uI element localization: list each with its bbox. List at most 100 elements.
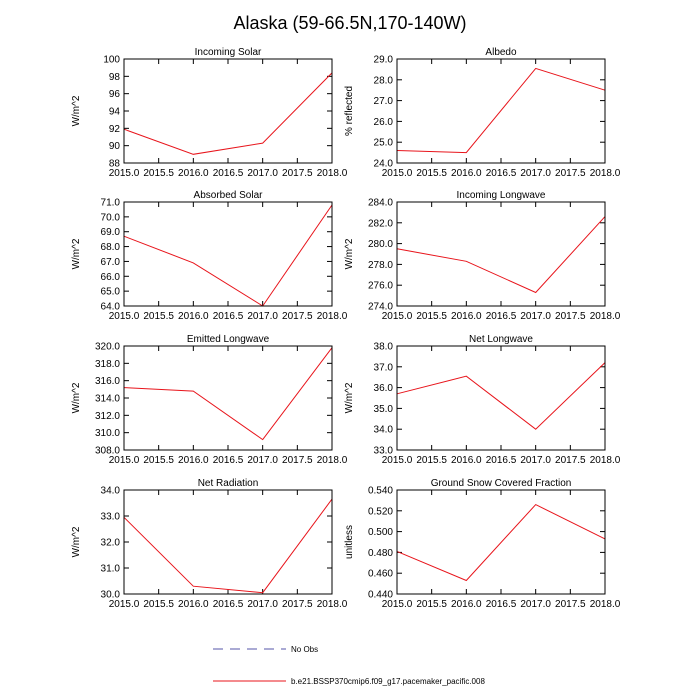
y-tick-label: 35.0 [374, 404, 394, 415]
x-tick-label: 2017.0 [520, 455, 551, 466]
plot-frame [123, 345, 333, 451]
panel-incoming-solar: Incoming Solar W/m^2 88 90 92 94 96 98 100 2015.0… [71, 47, 348, 179]
panel-absorbed-solar: Absorbed Solar W/m^2 64.0 65.0 66.0 67.0 68.0 6… [71, 190, 348, 322]
panel-title: Ground Snow Covered Fraction [431, 478, 572, 489]
panel-title: Incoming Solar [195, 47, 262, 58]
y-tick-label: 98 [109, 72, 121, 83]
x-tick-label: 2017.5 [282, 599, 313, 610]
series-line [123, 72, 333, 155]
y-tick-label: 92 [109, 124, 121, 135]
y-tick-label: 28.0 [374, 75, 394, 86]
x-tick-label: 2015.0 [109, 455, 140, 466]
panel-ground-snow-covered-fraction: Ground Snow Covered Fraction unitless 0.44… [344, 478, 621, 610]
y-tick-label: 71.0 [101, 198, 121, 209]
panel-title: Albedo [485, 47, 517, 58]
x-tick-label: 2015.5 [416, 599, 447, 610]
y-tick-label: 0.480 [368, 548, 393, 559]
x-tick-label: 2018.0 [317, 168, 348, 179]
y-tick-label: 310.0 [95, 428, 120, 439]
x-tick-label: 2015.5 [143, 599, 174, 610]
y-axis-label: W/m^2 [71, 95, 82, 126]
y-tick-label: 70.0 [101, 212, 121, 223]
y-tick-label: 34.0 [374, 425, 394, 436]
x-tick-label: 2018.0 [317, 311, 348, 322]
panel-net-radiation: Net Radiation W/m^2 30.0 31.0 32.0 33.0 34.0 20… [71, 478, 348, 610]
y-tick-label: 67.0 [101, 257, 121, 268]
x-tick-label: 2015.5 [143, 455, 174, 466]
y-tick-label: 66.0 [101, 272, 121, 283]
x-tick-label: 2015.0 [382, 311, 413, 322]
y-tick-label: 38.0 [374, 342, 394, 353]
legend-model-label: b.e21.BSSP370cmip6.f09_g17.pacemaker_pac… [291, 677, 485, 686]
x-tick-label: 2017.0 [247, 599, 278, 610]
panel-title: Absorbed Solar [194, 190, 264, 201]
panel-emitted-longwave: Emitted Longwave W/m^2 308.0 310.0 312.0 314.… [71, 334, 348, 466]
y-tick-label: 31.0 [101, 564, 121, 575]
x-tick-label: 2018.0 [590, 168, 621, 179]
x-tick-label: 2016.0 [451, 599, 482, 610]
x-tick-label: 2015.5 [143, 311, 174, 322]
y-tick-label: 0.520 [368, 506, 393, 517]
series-line [123, 347, 333, 441]
y-tick-label: 100 [103, 55, 120, 66]
x-tick-label: 2018.0 [590, 311, 621, 322]
plot-frame [396, 58, 606, 164]
x-tick-label: 2017.5 [555, 168, 586, 179]
x-tick-label: 2016.0 [451, 455, 482, 466]
x-tick-label: 2016.5 [486, 599, 517, 610]
y-axis-label: W/m^2 [344, 238, 355, 269]
series-line [396, 67, 606, 154]
x-tick-label: 2016.5 [213, 455, 244, 466]
y-tick-label: 69.0 [101, 227, 121, 238]
x-tick-label: 2016.5 [213, 168, 244, 179]
x-tick-label: 2015.0 [382, 168, 413, 179]
x-tick-label: 2017.0 [520, 311, 551, 322]
y-tick-label: 314.0 [95, 394, 120, 405]
series-line [396, 503, 606, 582]
y-axis-label: W/m^2 [71, 382, 82, 413]
y-tick-label: 64.0 [101, 302, 121, 313]
x-tick-label: 2016.0 [178, 168, 209, 179]
x-tick-label: 2017.5 [555, 455, 586, 466]
y-tick-label: 280.0 [368, 239, 393, 250]
y-tick-label: 320.0 [95, 342, 120, 353]
y-tick-label: 0.440 [368, 590, 393, 601]
y-tick-label: 65.0 [101, 287, 121, 298]
x-tick-label: 2017.0 [520, 168, 551, 179]
panel-net-longwave: Net Longwave W/m^2 33.0 34.0 35.0 36.0 37.0 38.… [344, 334, 621, 466]
x-tick-label: 2018.0 [590, 599, 621, 610]
panel-albedo: Albedo % reflected 24.0 25.0 26.0 27.0 28.0 29.… [344, 47, 621, 179]
y-tick-label: 36.0 [374, 383, 394, 394]
y-tick-label: 90 [109, 141, 121, 152]
x-tick-label: 2017.0 [247, 455, 278, 466]
panels: Incoming Solar W/m^2 88 90 92 94 96 98 100 2015.0… [71, 47, 621, 610]
y-tick-label: 282.0 [368, 218, 393, 229]
y-tick-label: 33.0 [101, 512, 121, 523]
x-tick-label: 2016.0 [178, 311, 209, 322]
x-tick-label: 2016.0 [178, 455, 209, 466]
y-tick-label: 318.0 [95, 359, 120, 370]
x-tick-label: 2016.5 [213, 599, 244, 610]
panel-incoming-longwave: Incoming Longwave W/m^2 274.0 276.0 278.0 280… [344, 190, 621, 322]
y-tick-label: 32.0 [101, 538, 121, 549]
y-tick-label: 24.0 [374, 159, 394, 170]
y-axis-label: W/m^2 [71, 238, 82, 269]
y-axis-label: W/m^2 [344, 382, 355, 413]
x-tick-label: 2015.0 [109, 311, 140, 322]
y-tick-label: 96 [109, 89, 121, 100]
y-tick-label: 26.0 [374, 117, 394, 128]
panel-title: Emitted Longwave [187, 334, 270, 345]
series-line [396, 216, 606, 294]
y-tick-label: 274.0 [368, 302, 393, 313]
y-tick-label: 68.0 [101, 242, 121, 253]
y-tick-label: 308.0 [95, 446, 120, 457]
y-tick-label: 284.0 [368, 198, 393, 209]
y-tick-label: 312.0 [95, 411, 120, 422]
x-tick-label: 2016.0 [451, 168, 482, 179]
x-tick-label: 2015.0 [109, 168, 140, 179]
x-tick-label: 2016.0 [178, 599, 209, 610]
x-tick-label: 2015.5 [416, 311, 447, 322]
y-tick-label: 33.0 [374, 446, 394, 457]
y-axis-label: W/m^2 [71, 526, 82, 557]
